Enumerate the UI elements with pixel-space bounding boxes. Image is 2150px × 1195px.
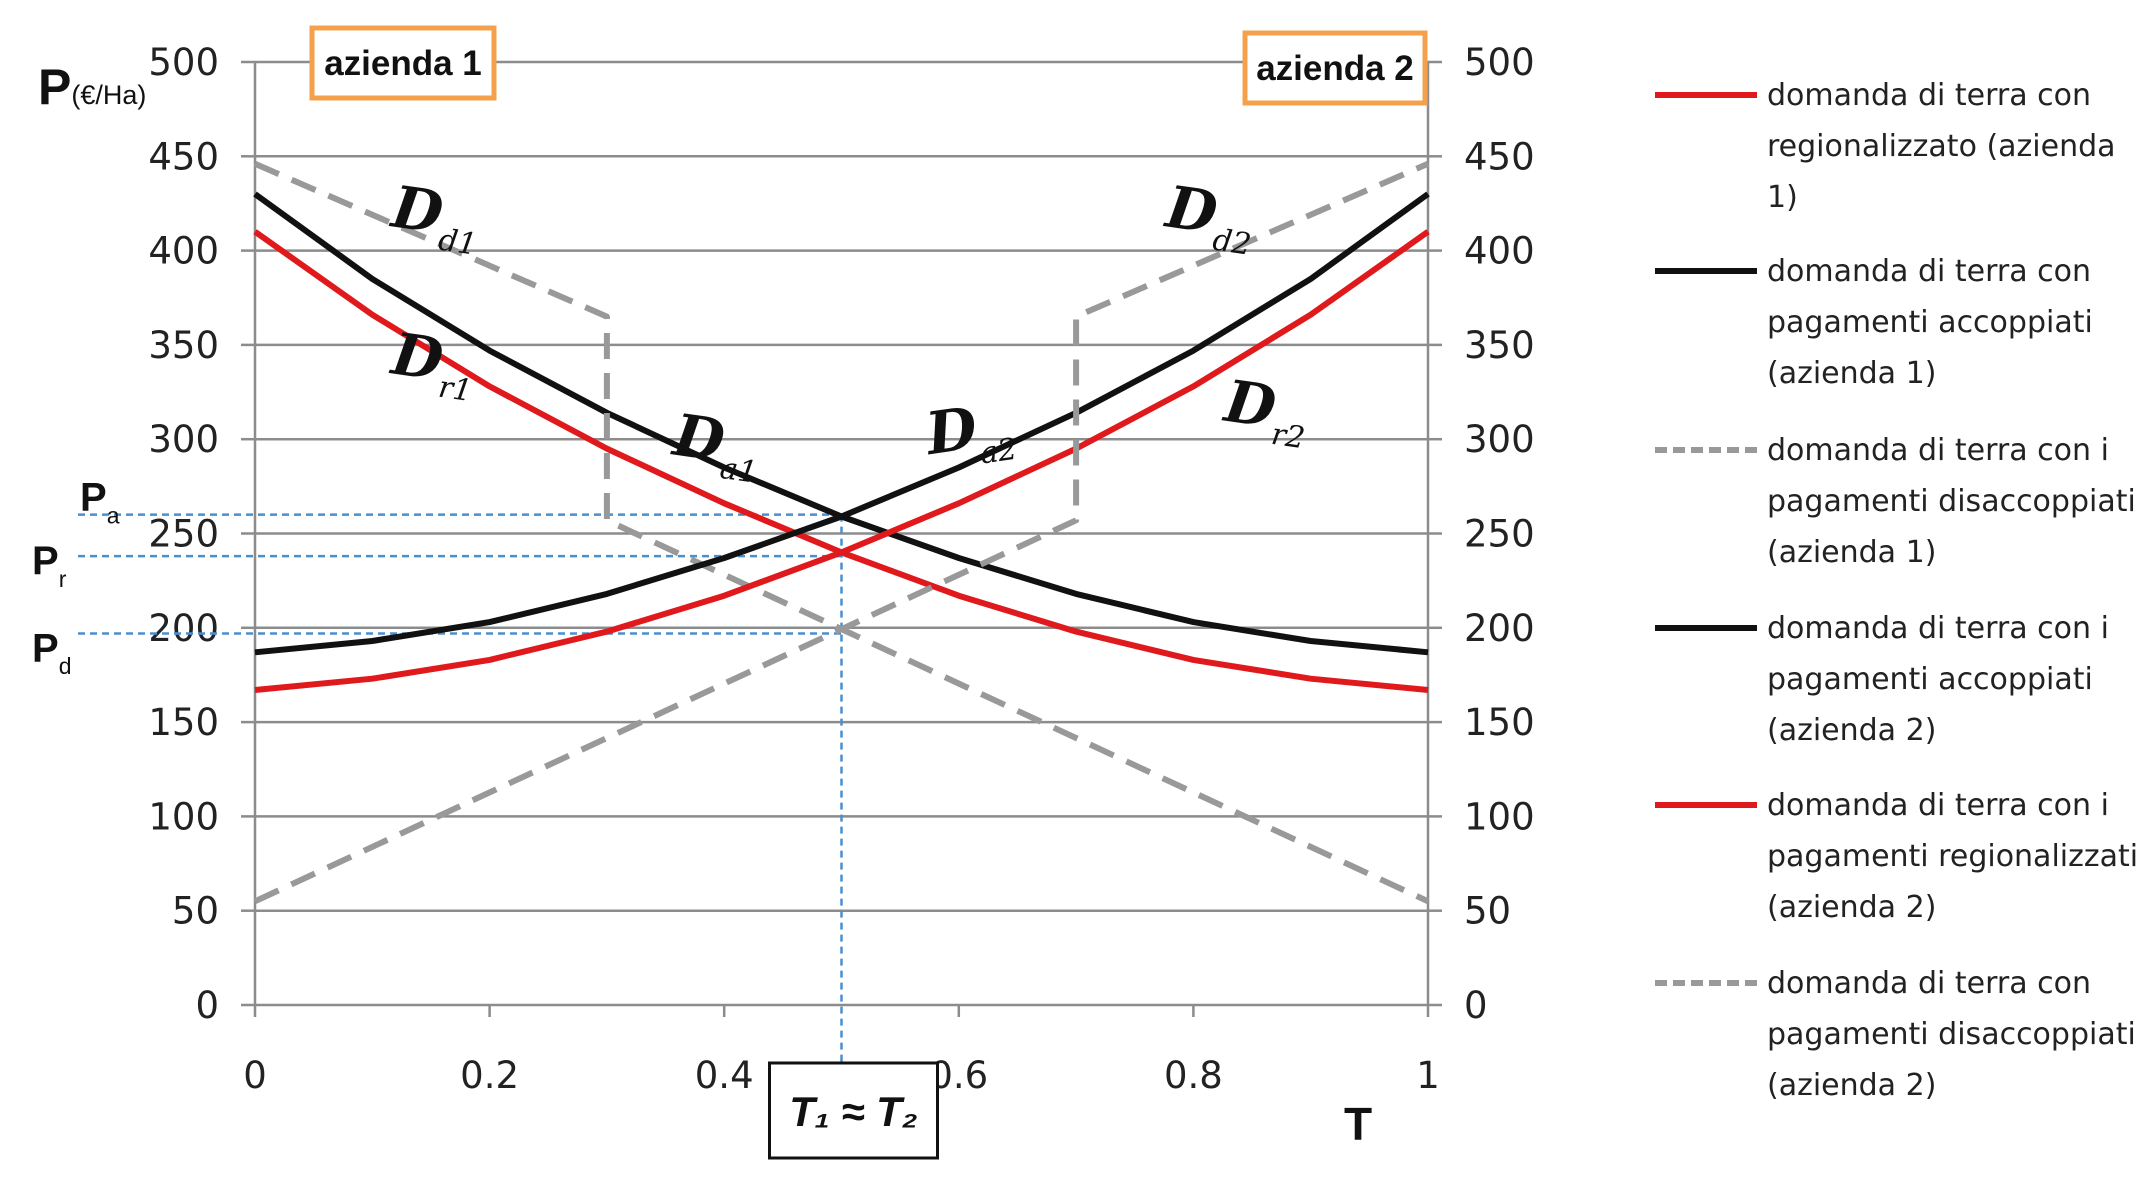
x-tick-label: 0.6 [929, 1054, 988, 1097]
firm-2-box [1242, 30, 1428, 106]
legend-label-line: domanda di terra con i [1767, 611, 2109, 646]
legend-label-line: (azienda 1) [1767, 356, 1937, 391]
legend-label-line: (azienda 1) [1767, 535, 1937, 570]
y-tick-label: 350 [148, 324, 219, 367]
legend-label-line: regionalizzato (azienda 1) [1767, 129, 2116, 215]
t-marker-label: T₁ ≈ T₂ [789, 1088, 918, 1135]
y-tick-label: 0 [195, 984, 219, 1027]
y-tick-label-right: 250 [1464, 513, 1535, 556]
y-tick-label: 400 [148, 230, 219, 273]
legend-label-line: domanda di terra con [1767, 966, 2092, 1001]
x-tick-label: 0 [243, 1054, 267, 1097]
y-tick-label: 500 [148, 41, 219, 84]
series-line-3 [253, 161, 1430, 905]
t-marker-box [768, 1061, 939, 1160]
legend-label-line: domanda di terra con i [1767, 788, 2109, 823]
legend-label: domanda di terra con i pagamenti regional… [1767, 780, 2147, 933]
legend-label-line: pagamenti accoppiati [1767, 305, 2093, 340]
legend-swatch [1655, 625, 1757, 631]
legend-label-line: domanda di terra con [1767, 78, 2092, 113]
x-axis-title: T [1344, 1098, 1372, 1150]
legend-swatch [1655, 268, 1757, 274]
y-tick-label-right: 150 [1464, 701, 1535, 744]
y-tick-label-right: 100 [1464, 795, 1535, 838]
legend-swatch [1655, 980, 1757, 986]
curve-label-a2: Da2 [920, 389, 1019, 479]
y-tick-label: 100 [148, 795, 219, 838]
y-tick-label-right: 450 [1464, 135, 1535, 178]
legend-label: domanda di terra con i pagamenti accoppia… [1767, 603, 2147, 756]
series-line-5 [254, 229, 1430, 693]
curve-label-d1: Dd1 [385, 172, 486, 262]
legend-label-line: pagamenti regionalizzati [1767, 839, 2139, 874]
price-marker-a: Pa [80, 476, 120, 529]
legend-label-line: domanda di terra con i [1767, 433, 2109, 468]
price-marker-r: Pr [32, 539, 67, 592]
x-tick-label: 1 [1416, 1054, 1440, 1097]
y-tick-label-right: 200 [1464, 607, 1535, 650]
legend-label: domanda di terra con pagamenti accoppiati… [1767, 246, 2147, 399]
firm-1-box [309, 25, 497, 101]
firm-1-label: azienda 1 [324, 44, 482, 83]
legend-swatch [1655, 447, 1757, 453]
y-axis-title: P(€/Ha) [38, 59, 146, 115]
curve-label-a1: Da1 [666, 401, 765, 491]
series-line-6 [253, 161, 1430, 905]
y-tick-label-right: 350 [1464, 324, 1535, 367]
x-tick-label: 0.4 [695, 1054, 754, 1097]
series-line-1 [253, 229, 1429, 693]
legend-swatch [1655, 92, 1757, 98]
legend-label-line: pagamenti disaccoppiati [1767, 484, 2136, 519]
x-tick-label: 0.8 [1164, 1054, 1223, 1097]
y-tick-label-right: 300 [1464, 418, 1535, 461]
y-tick-label: 300 [148, 418, 219, 461]
legend-label-line: pagamenti accoppiati [1767, 662, 2093, 697]
y-tick-label-right: 50 [1464, 890, 1511, 933]
legend-label-line: pagamenti disaccoppiati [1767, 1017, 2136, 1052]
legend-label-line: domanda di terra con [1767, 254, 2092, 289]
y-tick-label: 250 [148, 513, 219, 556]
legend-label-line: (azienda 2) [1767, 713, 1937, 748]
curve-label-r1: Dr1 [385, 319, 481, 409]
y-tick-label-right: 500 [1464, 41, 1535, 84]
y-tick-label: 450 [148, 135, 219, 178]
series-line-4 [254, 191, 1430, 656]
legend-label-line: (azienda 2) [1767, 1068, 1937, 1103]
y-tick-label-right: 400 [1464, 230, 1535, 273]
price-marker-d: Pd [32, 626, 71, 679]
firm-2-label: azienda 2 [1256, 49, 1414, 88]
legend-swatch [1655, 802, 1757, 808]
curve-label-r2: Dr2 [1217, 367, 1313, 457]
legend-label-line: (azienda 2) [1767, 890, 1937, 925]
legend-label: domanda di terra con regionalizzato (azie… [1767, 70, 2147, 223]
legend-label: domanda di terra con i pagamenti disaccop… [1767, 425, 2147, 578]
y-tick-label: 50 [172, 890, 219, 933]
x-tick-label: 0.2 [460, 1054, 519, 1097]
y-tick-label: 150 [148, 701, 219, 744]
curve-label-d2: Dd2 [1159, 172, 1260, 262]
legend-label: domanda di terra con pagamenti disaccoppi… [1767, 958, 2147, 1111]
series-lines [253, 161, 1430, 905]
guide-lines [78, 513, 843, 1078]
y-tick-label: 200 [148, 607, 219, 650]
y-tick-label-right: 0 [1464, 984, 1488, 1027]
